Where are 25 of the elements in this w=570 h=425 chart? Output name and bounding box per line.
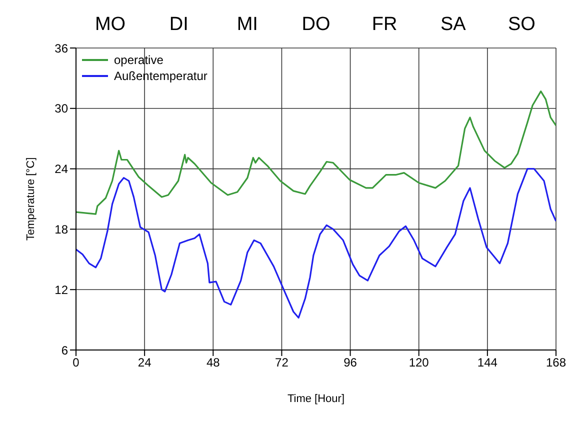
x-tick-label: 120 [408, 356, 430, 370]
y-tick-label: 6 [61, 343, 68, 358]
x-tick-label: 72 [275, 356, 289, 370]
x-tick-label: 24 [138, 356, 152, 370]
text: MO [94, 14, 127, 36]
line-series [76, 168, 556, 319]
text: MI [236, 14, 259, 36]
text: FR [370, 14, 398, 36]
x-axis-title: Time [Hour] [287, 393, 345, 405]
x-tick-label: 48 [206, 356, 220, 370]
y-tick-label: 12 [54, 282, 68, 297]
text: SO [506, 14, 536, 36]
x-tick-label: 168 [546, 356, 566, 370]
line-series [76, 90, 556, 215]
y-tick-label: 30 [54, 102, 68, 116]
x-tick-label: 144 [477, 356, 498, 370]
text: SA [439, 14, 467, 36]
y-tick-label: 36 [54, 41, 68, 56]
text: DI [168, 14, 190, 36]
y-tick-label: 24 [54, 162, 68, 176]
y-axis-title: Temperature [°C] [24, 157, 37, 241]
y-tick-label: 18 [54, 222, 68, 236]
x-tick-label: 96 [344, 356, 358, 370]
x-tick-label: 0 [72, 356, 80, 370]
text: DO [300, 14, 332, 36]
